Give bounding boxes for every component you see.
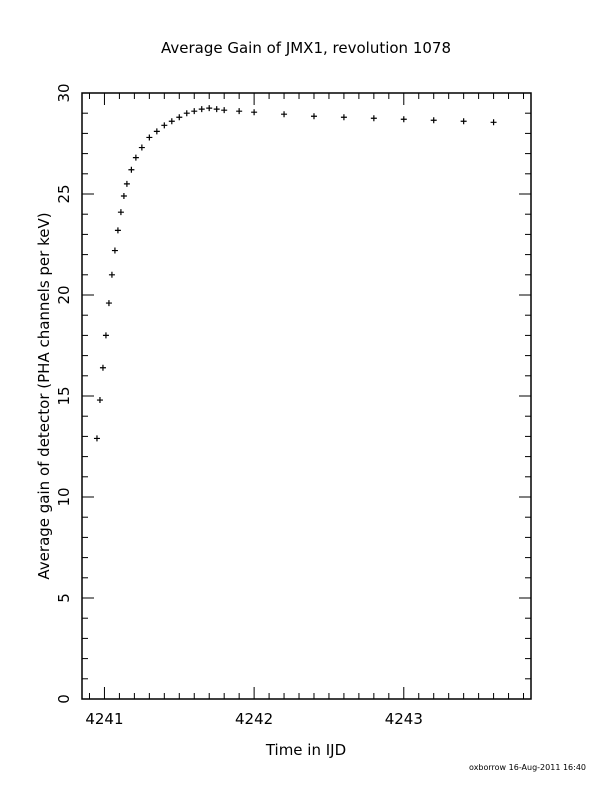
data-point <box>490 119 497 126</box>
data-point <box>340 114 347 121</box>
data-point <box>138 144 145 151</box>
x-tick-label: 4242 <box>235 710 273 728</box>
data-point <box>430 117 437 124</box>
data-point <box>161 122 168 129</box>
data-point <box>236 108 243 115</box>
plot-frame <box>81 92 532 700</box>
data-point <box>176 114 183 121</box>
data-point <box>198 106 205 113</box>
data-point <box>310 113 317 120</box>
data-point <box>153 128 160 135</box>
data-point <box>370 115 377 122</box>
y-axis-label: Average gain of detector (PHA channels p… <box>35 212 53 579</box>
data-point <box>99 364 106 371</box>
data-point <box>460 118 467 125</box>
data-point <box>400 116 407 123</box>
y-tick-label: 25 <box>55 184 73 203</box>
x-tick-label: 4241 <box>85 710 123 728</box>
data-point <box>102 332 109 339</box>
data-point <box>123 180 130 187</box>
data-point <box>251 109 258 116</box>
data-point <box>132 154 139 161</box>
data-point <box>281 111 288 118</box>
data-point <box>96 397 103 404</box>
data-point <box>183 110 190 117</box>
data-point <box>213 106 220 113</box>
x-tick-label: 4243 <box>385 710 423 728</box>
data-point <box>206 105 213 112</box>
data-point <box>120 193 127 200</box>
y-tick-label: 30 <box>55 83 73 102</box>
y-tick-label: 0 <box>55 694 73 704</box>
data-points <box>93 105 497 442</box>
data-point <box>111 247 118 254</box>
data-point <box>108 271 115 278</box>
data-point <box>168 118 175 125</box>
timestamp-stamp: oxborrow 16-Aug-2011 16:40 <box>469 763 586 772</box>
data-point <box>105 300 112 307</box>
data-point <box>146 134 153 141</box>
data-point <box>117 209 124 216</box>
data-point <box>128 166 135 173</box>
chart-title: Average Gain of JMX1, revolution 1078 <box>161 39 451 57</box>
data-point <box>221 107 228 114</box>
data-point <box>114 227 121 234</box>
y-tick-label: 20 <box>55 285 73 304</box>
y-tick-label: 15 <box>55 386 73 405</box>
axis-ticks: 0 5 10 15 20 25 30 4241 4242 4243 <box>55 83 531 728</box>
y-tick-label: 5 <box>55 593 73 603</box>
y-tick-label: 10 <box>55 487 73 506</box>
x-axis-label: Time in IJD <box>265 741 346 759</box>
data-point <box>191 108 198 115</box>
data-point <box>93 435 100 442</box>
